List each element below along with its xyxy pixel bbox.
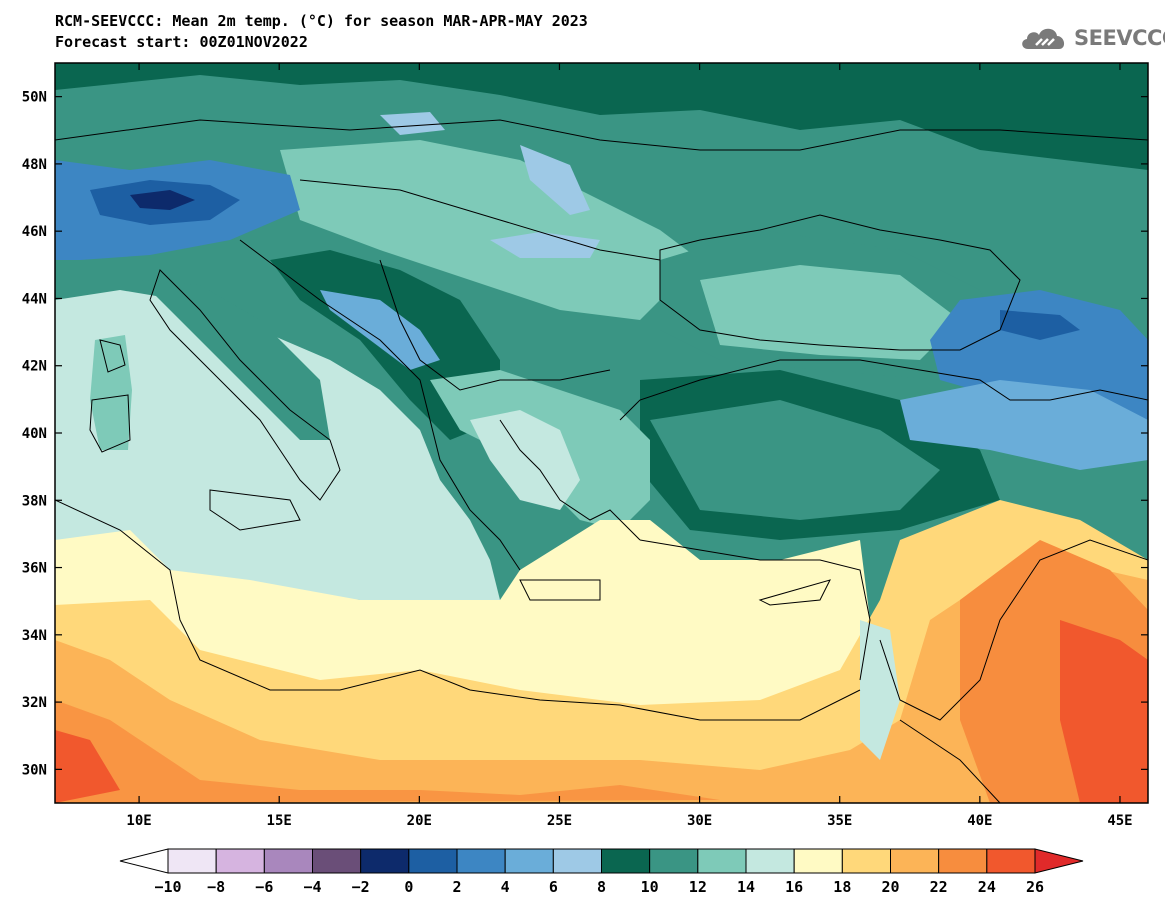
- coastlines: [55, 119, 1148, 803]
- colorbar-swatch: [601, 848, 651, 874]
- colorbar-swatch: [504, 848, 554, 874]
- lat-tick-label: 46N: [22, 224, 47, 240]
- colorbar-swatch: [841, 848, 891, 874]
- colorbar-label: 18: [833, 878, 851, 896]
- colorbar-label: 14: [737, 878, 755, 896]
- colorbar-label: −4: [303, 878, 321, 896]
- colorbar-swatch: [649, 848, 699, 874]
- map-title: RCM-SEEVCCC: Mean 2m temp. (°C) for seas…: [55, 12, 588, 30]
- colorbar-label: 10: [641, 878, 659, 896]
- colorbar-swatch: [697, 848, 747, 874]
- axis-ticks: 10E 15E 20E 25E 30E 35E 40E 45E 30N 32N 34N 36N 38N 4…: [22, 63, 1148, 829]
- colorbar-swatch: [312, 848, 362, 874]
- colorbar-label: −8: [207, 878, 225, 896]
- lon-tick-label: 35E: [827, 813, 852, 829]
- colorbar-swatch: [745, 848, 795, 874]
- colorbar-swatch: [793, 848, 843, 874]
- colorbar-label: 12: [689, 878, 707, 896]
- colorbar-label: 4: [501, 878, 510, 896]
- forecast-start-label: Forecast start: 00Z01NOV2022: [55, 33, 308, 51]
- colorbar-swatch: [938, 848, 988, 874]
- lat-tick-label: 42N: [22, 359, 47, 375]
- lon-tick-label: 45E: [1107, 813, 1132, 829]
- colorbar-swatch: [263, 848, 314, 874]
- colorbar-label: 2: [452, 878, 461, 896]
- lat-tick-label: 44N: [22, 291, 47, 307]
- lon-tick-label: 20E: [407, 813, 432, 829]
- colorbar-swatch: [890, 848, 940, 874]
- cloud-logo-icon: [1022, 28, 1065, 49]
- colorbar-label: 24: [978, 878, 996, 896]
- lat-tick-label: 34N: [22, 628, 47, 644]
- lon-tick-label: 30E: [687, 813, 712, 829]
- colorbar-label: 0: [404, 878, 413, 896]
- colorbar-label: 26: [1026, 878, 1044, 896]
- colorbar-label: 6: [549, 878, 558, 896]
- lon-tick-label: 40E: [967, 813, 992, 829]
- colorbar-swatch: [456, 848, 506, 874]
- colorbar-label: −10: [154, 878, 181, 896]
- lon-tick-label: 25E: [547, 813, 572, 829]
- lat-tick-label: 40N: [22, 426, 47, 442]
- lat-tick-label: 30N: [22, 762, 47, 778]
- seevccc-logo: SEEVCCC: [1018, 20, 1165, 56]
- colorbar-label: −6: [255, 878, 273, 896]
- colorbar-swatch: [408, 848, 458, 874]
- lat-tick-label: 36N: [22, 561, 47, 577]
- colorbar-swatch: [360, 848, 410, 874]
- colorbar-swatch: [215, 848, 265, 874]
- colorbar-above-arrow: [1034, 848, 1084, 874]
- lon-tick-label: 10E: [126, 813, 151, 829]
- colorbar-label: 16: [785, 878, 803, 896]
- colorbar-swatch: [986, 848, 1036, 874]
- colorbar-label: −2: [352, 878, 370, 896]
- colorbar-swatch: [552, 848, 602, 874]
- colorbar-label: 8: [597, 878, 606, 896]
- logo-text: SEEVCCC: [1074, 26, 1165, 50]
- colorbar-below-arrow: [119, 848, 169, 874]
- colorbar-label: 22: [930, 878, 948, 896]
- colorbar-swatch: [167, 848, 217, 874]
- lat-tick-label: 38N: [22, 493, 47, 509]
- lat-tick-label: 48N: [22, 157, 47, 173]
- lat-tick-label: 32N: [22, 695, 47, 711]
- lat-tick-label: 50N: [22, 90, 47, 106]
- lon-tick-label: 15E: [267, 813, 292, 829]
- colorbar: −10 −8 −6 −4 −2 0 2 4 6 8 10 12 14 16 18 20 22 24 26: [119, 848, 1084, 896]
- colorbar-label: 20: [881, 878, 899, 896]
- temperature-field: [55, 63, 1148, 803]
